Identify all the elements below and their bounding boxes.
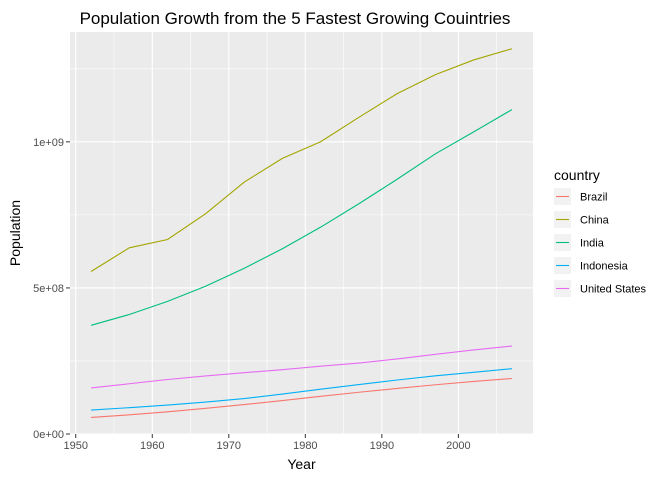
x-tick-label: 1950 <box>63 440 87 452</box>
series-line-united-states <box>90 345 513 389</box>
chart-title: Population Growth from the 5 Fastest Gro… <box>80 9 511 28</box>
y-axis: 0e+00 5e+08 1e+09 <box>33 137 70 441</box>
plot-panel <box>70 32 533 434</box>
legend-label-china: China <box>580 215 610 227</box>
x-tick-label: 1980 <box>293 440 317 452</box>
x-tick-label: 1990 <box>370 440 394 452</box>
x-tick-label: 2000 <box>446 440 470 452</box>
y-axis-title: Population <box>7 200 23 266</box>
series-line-china <box>90 48 513 272</box>
series-lines <box>90 48 513 419</box>
y-tick-label: 0e+00 <box>33 429 64 441</box>
legend-label-brazil: Brazil <box>580 192 608 204</box>
x-tick-label: 1970 <box>217 440 241 452</box>
minor-gridlines <box>70 32 533 434</box>
y-tick-label: 5e+08 <box>33 283 64 295</box>
legend-title: country <box>554 167 600 183</box>
legend-label-indonesia: Indonesia <box>580 261 629 273</box>
series-line-india <box>90 109 513 326</box>
series-line-brazil <box>91 377 512 419</box>
y-tick-label: 1e+09 <box>33 137 64 149</box>
major-gridlines <box>70 32 533 435</box>
x-axis: 1950 1960 1970 1980 1990 2000 <box>63 434 471 452</box>
legend-label-india: India <box>580 238 605 250</box>
series-line-indonesia <box>91 368 513 411</box>
legend: country Brazil China India Indonesia United … <box>554 167 647 297</box>
x-axis-title: Year <box>287 456 316 472</box>
legend-label-united-states: United States <box>580 284 647 296</box>
x-tick-label: 1960 <box>140 440 164 452</box>
